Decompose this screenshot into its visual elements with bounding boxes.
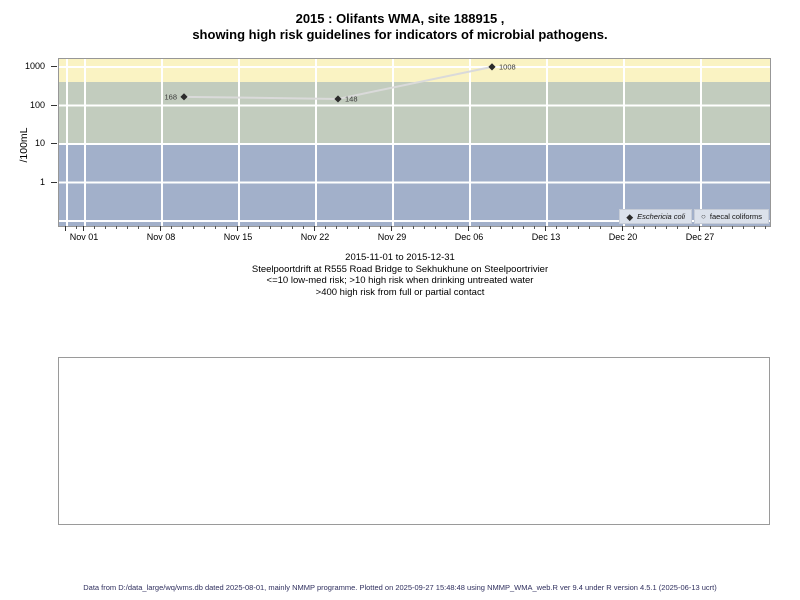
y-axis: 1000 100 10 1 [0,58,58,225]
chart-caption: 2015-11-01 to 2015-12-31 Steelpoortdrift… [0,252,800,298]
chart-title-line2: showing high risk guidelines for indicat… [192,27,608,42]
x-tick-label: Nov 15 [223,232,253,242]
gridlines [59,59,770,226]
y-tick-label: 1000 [24,61,45,71]
data-point-marker [334,95,342,103]
open-circle-icon: ○ [701,211,706,221]
chart-panel: 168 148 1008 ◆ Eschericia coli ○ faecal co… [58,58,771,227]
y-tick-mark [51,143,57,144]
data-point-marker [488,63,496,71]
legend-label-ecoli: Eschericia coli [637,212,686,221]
legend-key-ecoli: ◆ Eschericia coli [619,209,693,224]
data-point-marker [180,93,188,101]
x-tick-label: Dec 27 [685,232,715,242]
x-tick-label: Nov 08 [146,232,176,242]
y-tick-mark [51,104,57,106]
footer-provenance: Data from D:/data_large/wq/wms.db dated … [83,583,717,592]
x-tick-label: Dec 13 [531,232,561,242]
legend-label-faecal-coliforms: faecal coliforms [709,212,762,221]
x-tick-label: Dec 20 [608,232,638,242]
x-tick-label: Nov 29 [377,232,407,242]
series-line [183,65,493,100]
y-tick-label: 10 [34,138,45,148]
filled-diamond-icon: ◆ [626,211,634,222]
y-axis-title: /100mL [18,127,30,163]
series-plot: 168 148 1008 [164,62,516,104]
y-tick-label: 100 [29,99,45,110]
notes-box [58,357,770,525]
y-tick-label: 1 [39,176,45,187]
caption-guideline-drinking: <=10 low-med risk; >10 high risk when dr… [266,275,534,286]
y-tick-mark [51,66,57,67]
x-axis-labels: Nov 01 Nov 08 Nov 15 Nov 22 Nov 29 Dec 06 Dec … [58,232,769,246]
data-point-value-label: 1008 [499,62,516,71]
caption-site-description: Steelpoortdrift at R555 Road Bridge to S… [251,263,549,275]
data-point-value-label: 168 [164,92,177,101]
data-point-value-label: 148 [345,95,358,104]
legend: ◆ Eschericia coli ○ faecal coliforms [619,209,769,224]
y-tick-mark [51,181,57,183]
caption-guideline-contact: >400 high risk from full or partial cont… [315,286,485,298]
x-axis-major-ticks [58,226,769,231]
x-tick-label: Dec 06 [454,232,484,242]
legend-key-faecal-coliforms: ○ faecal coliforms [694,209,769,224]
x-tick-label: Nov 22 [300,232,330,242]
chart-title: 2015 : Olifants WMA, site 188915 , showi… [0,11,800,43]
chart-title-line1: 2015 : Olifants WMA, site 188915 , [295,11,505,26]
x-tick-label: Nov 01 [69,232,99,242]
caption-date-range: 2015-11-01 to 2015-12-31 [345,252,455,263]
